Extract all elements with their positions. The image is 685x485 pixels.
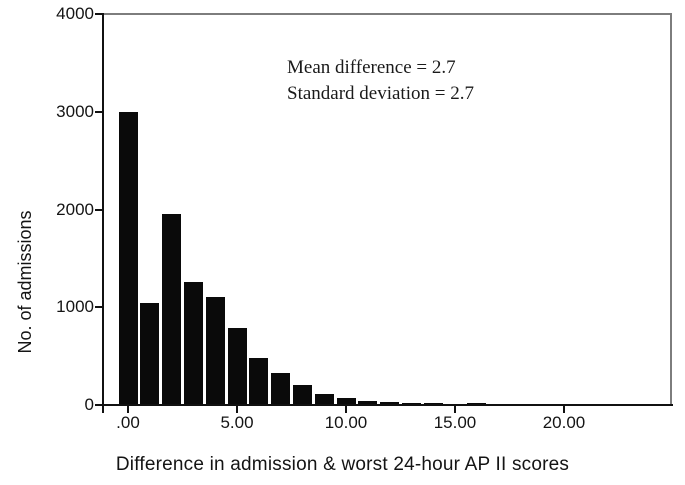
histogram-bar — [118, 111, 138, 405]
x-tick-mark — [563, 406, 565, 413]
histogram-bar — [140, 303, 160, 405]
x-tick-label: 10.00 — [324, 413, 368, 432]
y-tick-mark — [95, 208, 102, 211]
histogram-bar — [205, 297, 225, 405]
y-axis-title: No. of admissions — [15, 210, 35, 354]
x-axis-corner-tick — [102, 406, 104, 413]
histogram-bar — [358, 401, 378, 405]
histogram-bar — [227, 327, 247, 405]
mean-difference-text: Mean difference = 2.7 — [287, 57, 456, 78]
x-tick-mark — [236, 406, 238, 413]
histogram-bar — [314, 394, 334, 405]
histogram-bar — [162, 214, 182, 405]
stats-annotation: Mean difference = 2.7 Standard deviation… — [287, 55, 474, 107]
x-axis-line — [97, 404, 673, 406]
y-tick-label: 0 — [84, 395, 94, 414]
histogram-bar — [336, 398, 356, 405]
plot-frame-right — [670, 13, 672, 406]
y-tick-label: 2000 — [56, 199, 94, 219]
histogram-bar — [249, 358, 269, 405]
x-tick-label: 5.00 — [220, 413, 254, 432]
y-tick-mark — [95, 404, 102, 406]
y-tick-label: 3000 — [56, 101, 94, 121]
histogram-bar — [183, 281, 203, 405]
histogram-bar — [401, 402, 421, 405]
y-tick-mark — [95, 306, 102, 309]
histogram-bar — [380, 402, 400, 405]
x-axis-title: Difference in admission & worst 24-hour … — [115, 454, 570, 475]
x-tick-mark — [345, 406, 347, 413]
y-tick-label: 1000 — [56, 297, 94, 317]
x-tick-mark — [127, 406, 129, 413]
y-tick-mark — [95, 110, 102, 113]
x-tick-label: 15.00 — [433, 413, 477, 432]
histogram-bar — [292, 384, 312, 405]
plot-frame-top — [103, 13, 672, 15]
y-tick-mark — [95, 13, 102, 15]
histogram-bar — [423, 402, 443, 405]
y-axis-line — [102, 13, 104, 406]
x-tick-label: .00 — [116, 413, 140, 432]
x-tick-mark — [454, 406, 456, 413]
histogram-bar — [271, 373, 291, 405]
y-tick-label: 4000 — [56, 4, 94, 23]
standard-deviation-text: Standard deviation = 2.7 — [287, 83, 474, 104]
x-tick-label: 20.00 — [542, 413, 586, 432]
